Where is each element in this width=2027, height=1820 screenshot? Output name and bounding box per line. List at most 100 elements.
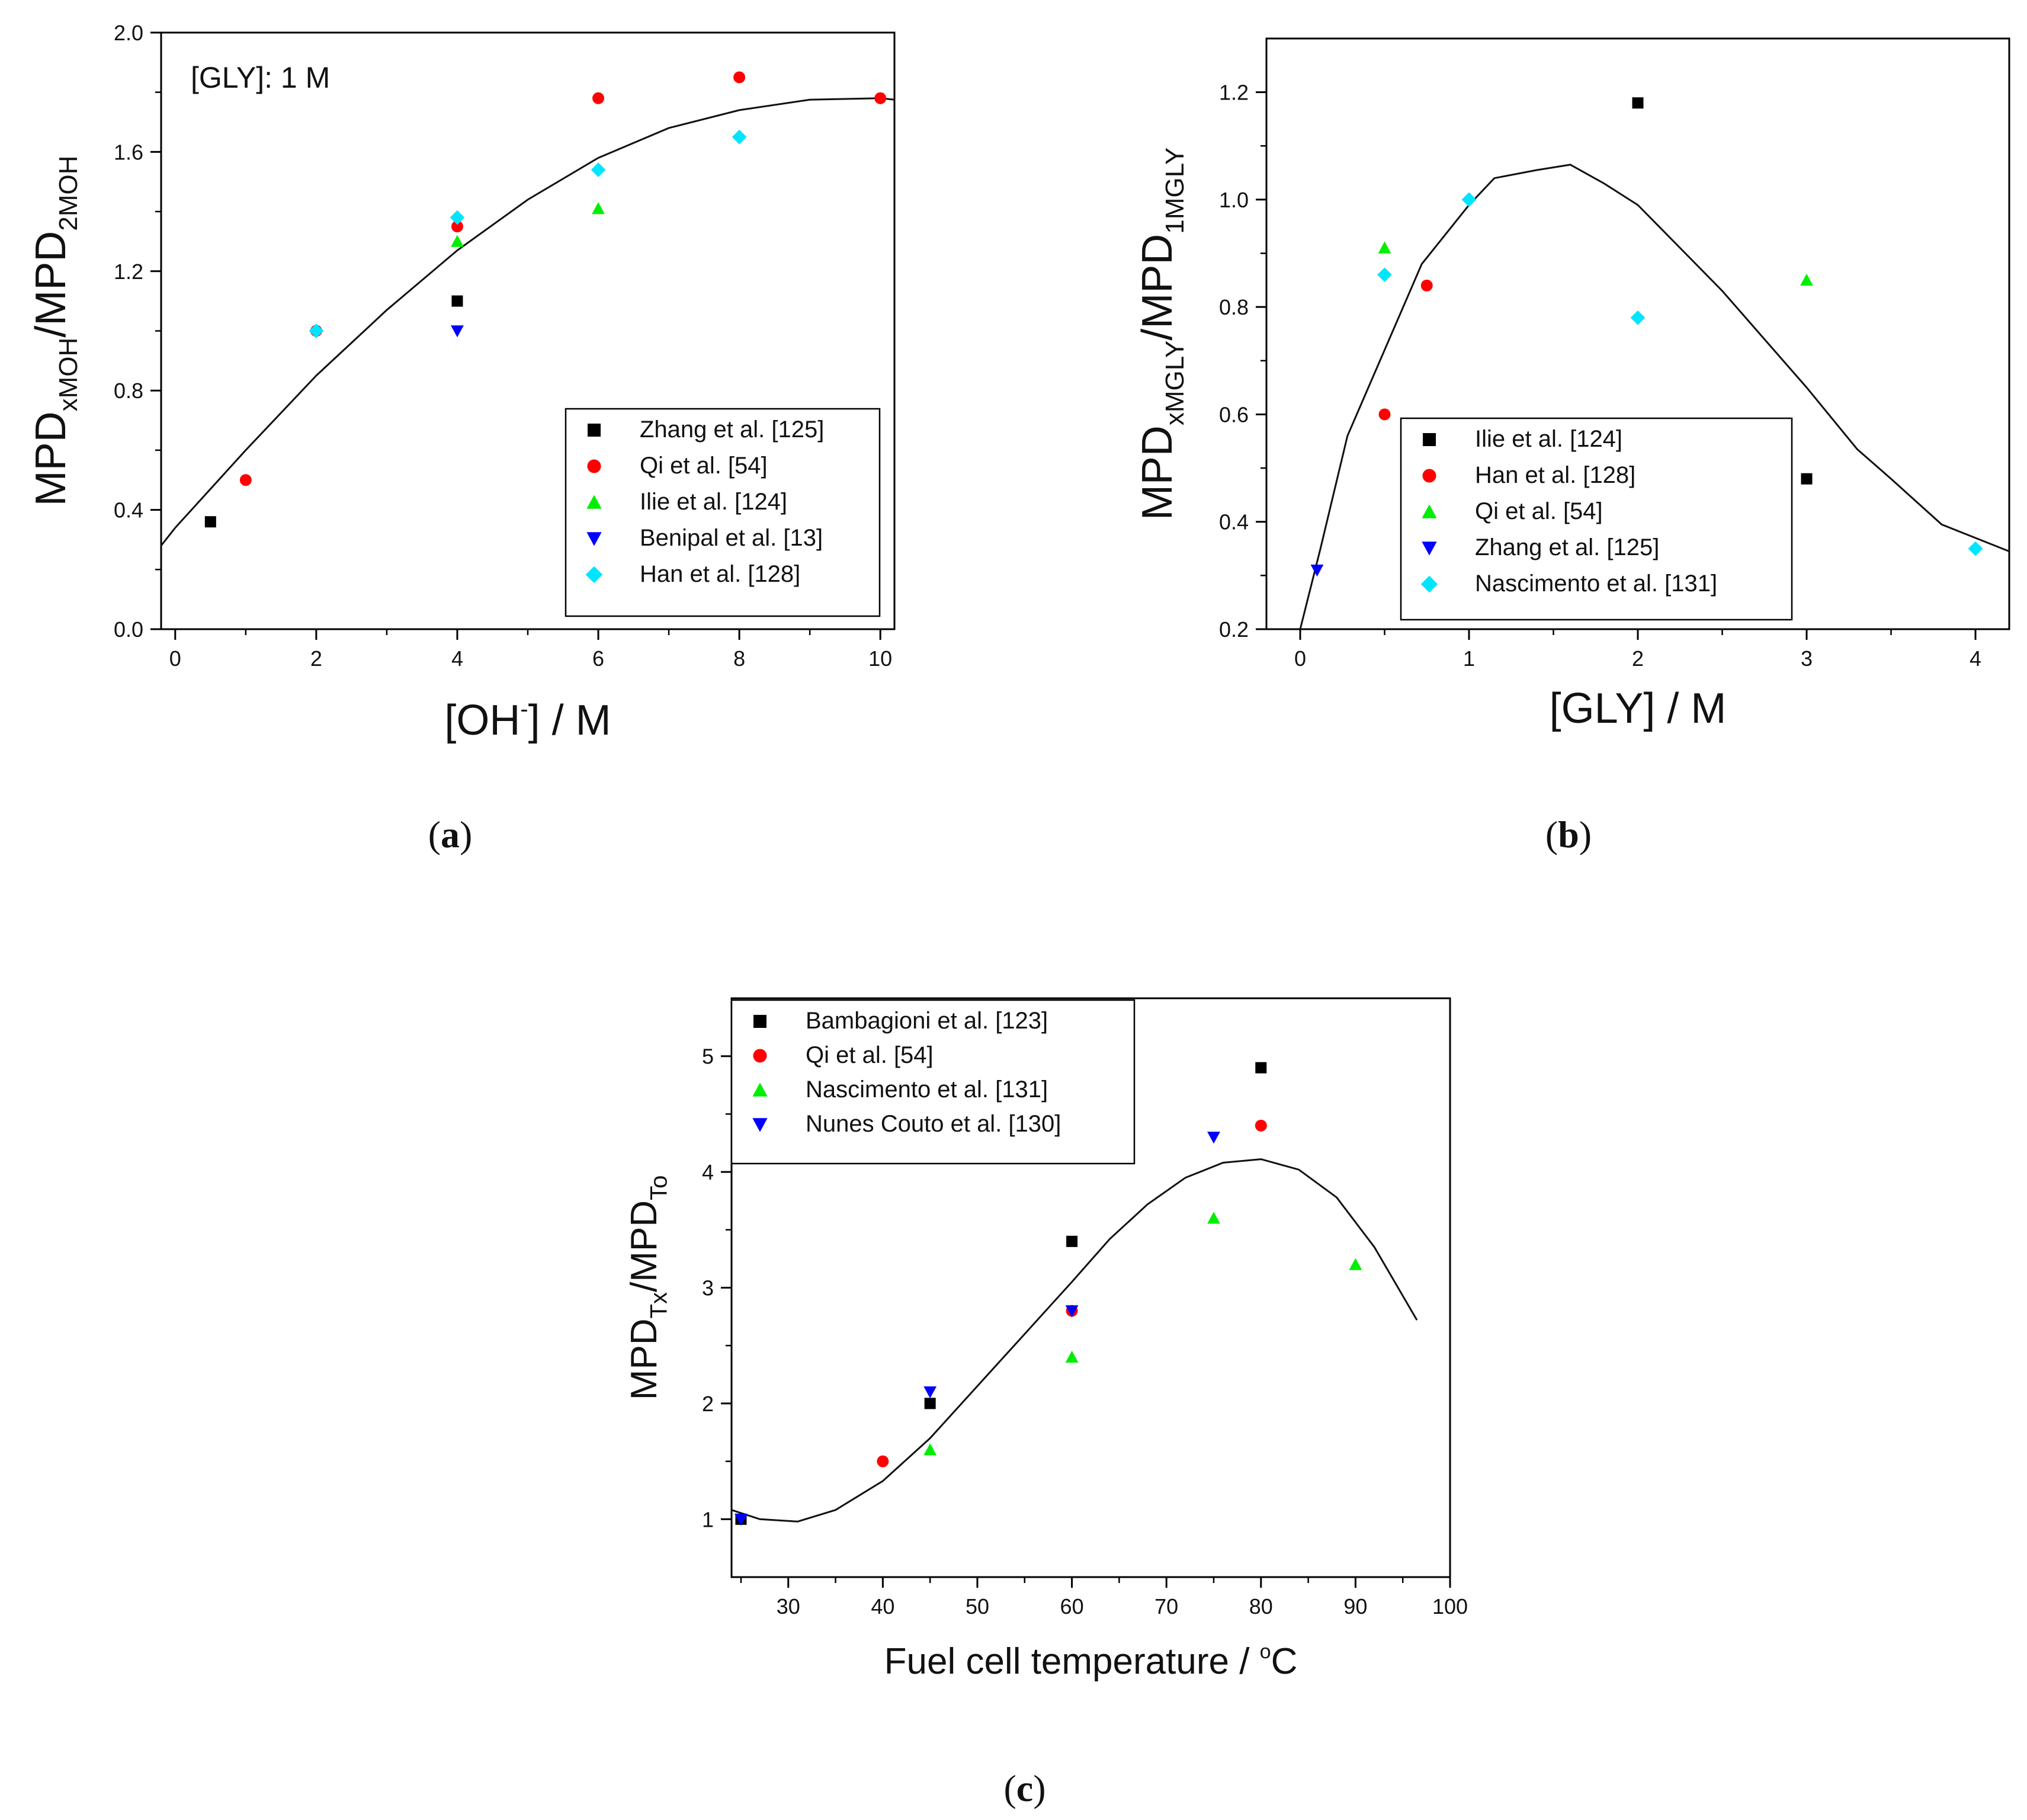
- data-point-circle: [239, 474, 252, 486]
- legend-marker: [1422, 469, 1436, 483]
- legend-label: Bambagioni et al. [123]: [806, 1008, 1048, 1034]
- data-point-triangle-up: [1349, 1258, 1362, 1270]
- y-tick-label: 0.2: [1219, 617, 1249, 642]
- data-point-diamond: [450, 210, 465, 225]
- data-point-circle: [877, 1455, 889, 1467]
- annotation-text: [GLY]: 1 M: [191, 61, 330, 94]
- legend-marker: [586, 495, 602, 509]
- x-tick-label: 50: [966, 1594, 989, 1619]
- legend-label: Nascimento et al. [131]: [1475, 571, 1717, 597]
- data-point-diamond: [1461, 192, 1477, 207]
- x-tick-label: 3: [1801, 646, 1813, 671]
- y-tick-label: 1: [702, 1507, 714, 1531]
- y-axis-label: MPDxMGLY/MPD1MGLY: [1134, 148, 1189, 520]
- y-tick-label: 0.8: [1219, 295, 1249, 319]
- legend-box: [565, 408, 881, 617]
- x-tick-label: 100: [1432, 1594, 1468, 1619]
- legend-marker: [1423, 433, 1436, 446]
- y-axis-label: MPDTx/MPDTo: [624, 1175, 672, 1400]
- x-tick-label: 90: [1343, 1594, 1367, 1619]
- y-tick-label: 5: [702, 1044, 714, 1069]
- data-point-triangle-up: [1378, 241, 1391, 254]
- y-tick-label: 0.8: [114, 379, 143, 403]
- fit-curve: [160, 97, 895, 546]
- y-tick-label: 1.2: [1219, 81, 1249, 105]
- x-axis-label: Fuel cell temperature / oC: [884, 1640, 1298, 1682]
- x-tick-label: 4: [1970, 646, 1981, 671]
- data-point-triangle-down: [735, 1514, 748, 1526]
- fit-curve: [731, 1158, 1418, 1523]
- y-tick-label: 4: [702, 1160, 714, 1184]
- data-point-diamond: [732, 129, 747, 145]
- data-point-square: [1066, 1235, 1078, 1247]
- x-tick-label: 40: [871, 1594, 894, 1619]
- data-point-triangle-down: [451, 325, 464, 338]
- y-axis-label: MPDxMOH/MPD2MOH: [27, 156, 83, 507]
- y-tick-label: 1.0: [1219, 188, 1249, 212]
- data-point-triangle-up: [1065, 1350, 1079, 1363]
- data-point-square: [451, 295, 463, 307]
- y-tick-label: 2: [702, 1392, 714, 1416]
- data-point-diamond: [591, 162, 606, 177]
- legend-label: Benipal et al. [13]: [640, 525, 823, 551]
- y-tick-label: 3: [702, 1276, 714, 1300]
- x-tick-label: 60: [1060, 1594, 1084, 1619]
- data-point-triangle-up: [923, 1443, 937, 1456]
- legend-marker: [752, 1118, 768, 1132]
- x-tick-label: 8: [733, 646, 745, 671]
- x-tick-label: 80: [1249, 1594, 1273, 1619]
- data-point-triangle-up: [592, 202, 605, 214]
- y-tick-label: 1.6: [114, 140, 143, 164]
- legend-marker: [585, 566, 603, 584]
- y-tick-label: 0.4: [114, 498, 143, 523]
- legend-marker: [588, 424, 601, 437]
- data-point-triangle-down: [923, 1386, 937, 1399]
- data-point-triangle-up: [1207, 1212, 1220, 1224]
- panel-a-chart: 0 2 4 6 8 10 0.0 0.4 0.8 1.2 1.6 2.0 Zhang et al. [1…: [27, 21, 896, 855]
- data-point-circle: [451, 220, 463, 233]
- legend-box: [1400, 417, 1793, 621]
- data-point-triangle-up: [1800, 273, 1813, 286]
- data-point-circle: [874, 92, 887, 104]
- data-point-circle: [1378, 408, 1391, 421]
- data-point-square: [924, 1398, 936, 1409]
- x-tick-label: 70: [1154, 1594, 1178, 1619]
- data-point-circle: [1420, 279, 1433, 291]
- data-point-circle: [733, 71, 746, 84]
- x-axis-label: [OH-] / M: [444, 696, 611, 744]
- y-tick-label: 0.4: [1219, 510, 1249, 534]
- legend-label: Qi et al. [54]: [1475, 498, 1603, 524]
- y-tick-label: 1.2: [114, 259, 143, 284]
- data-point-circle: [1255, 1119, 1267, 1132]
- y-tick-label: 0.6: [1219, 402, 1249, 427]
- legend-label: Qi et al. [54]: [640, 453, 768, 479]
- legend-label: Ilie et al. [124]: [1475, 426, 1622, 452]
- x-tick-label: 4: [451, 646, 463, 671]
- panel-caption: (b): [1545, 813, 1592, 855]
- data-point-diamond: [1377, 267, 1392, 283]
- data-point-square: [1632, 97, 1644, 109]
- data-point-triangle-down: [1207, 1132, 1220, 1144]
- fit-curve: [1299, 164, 2010, 630]
- legend-marker: [1422, 504, 1437, 518]
- legend-label: Han et al. [128]: [1475, 462, 1635, 488]
- data-point-diamond: [1630, 310, 1646, 325]
- legend-label: Zhang et al. [125]: [640, 416, 824, 443]
- x-axis-label: [GLY] / M: [1550, 685, 1727, 732]
- panel-caption: (c): [1003, 1767, 1045, 1809]
- legend-marker: [586, 532, 602, 546]
- legend-label: Qi et al. [54]: [806, 1042, 934, 1068]
- panel-b-chart: 0 1 2 3 4 0.2 0.4 0.6 0.8 1.0 1.2 Ilie et al. [124]…: [1134, 37, 2010, 855]
- data-point-triangle-up: [451, 235, 464, 247]
- y-tick-label: 2.0: [114, 21, 143, 45]
- legend-marker: [752, 1082, 768, 1097]
- data-point-square: [1801, 473, 1813, 485]
- x-tick-label: 0: [1294, 646, 1306, 671]
- data-point-triangle-down: [1310, 565, 1324, 577]
- legend-marker: [753, 1049, 767, 1063]
- legend-label: Nunes Couto et al. [130]: [806, 1111, 1061, 1137]
- legend-label: Ilie et al. [124]: [640, 489, 787, 515]
- data-point-square: [1255, 1062, 1267, 1074]
- data-point-triangle-down: [1065, 1305, 1079, 1318]
